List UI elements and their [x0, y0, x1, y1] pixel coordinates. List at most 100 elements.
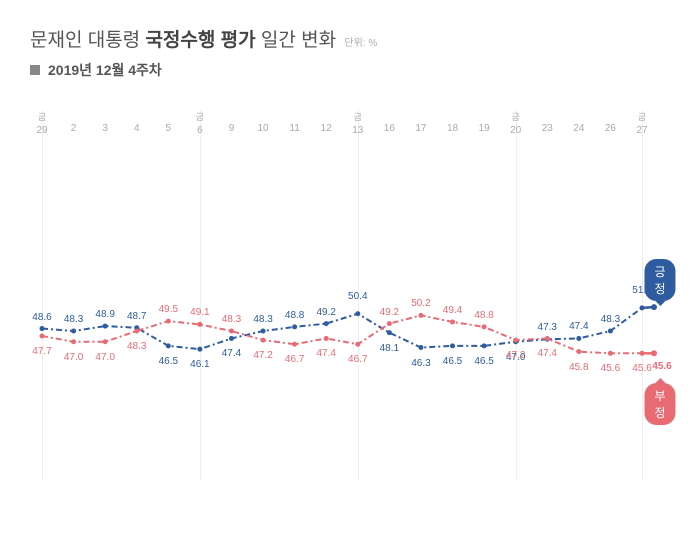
x-tick-weekday	[447, 110, 458, 121]
title-bold: 국정수행 평가	[145, 30, 255, 51]
x-tick-label: 3	[102, 110, 108, 134]
data-point	[387, 330, 392, 335]
data-point	[166, 343, 171, 348]
data-label: 48.6	[32, 312, 51, 323]
x-tick-weekday	[71, 110, 77, 121]
data-label: 48.3	[127, 341, 146, 352]
x-tick-label: 24	[573, 110, 584, 134]
data-point	[197, 347, 202, 352]
x-tick-weekday: 금	[352, 110, 363, 123]
data-point	[229, 336, 234, 341]
x-tick-day: 11	[289, 123, 299, 134]
x-tick-weekday	[384, 110, 395, 121]
data-point-last	[651, 350, 657, 356]
data-label: 48.3	[601, 314, 620, 325]
data-point	[576, 336, 581, 341]
data-point	[513, 338, 518, 343]
data-point	[261, 329, 266, 334]
data-label: 48.8	[474, 310, 493, 321]
data-point	[418, 345, 423, 350]
data-label-last: 45.6	[652, 361, 671, 372]
subtitle-text: 2019년 12월 4주차	[48, 60, 162, 80]
x-tick-weekday	[605, 110, 616, 121]
x-tick-label: 금 29	[36, 110, 47, 136]
subtitle-row: 2019년 12월 4주차	[30, 60, 670, 80]
data-label: 47.4	[538, 348, 557, 359]
x-tick-label: 16	[384, 110, 395, 134]
x-tick-label: 4	[134, 110, 140, 134]
x-tick-label: 11	[289, 110, 299, 134]
data-label: 48.3	[64, 314, 83, 325]
data-label: 47.4	[222, 348, 241, 359]
data-point	[40, 333, 45, 338]
x-tick-day: 16	[384, 123, 395, 134]
badge-tail	[655, 378, 665, 383]
x-tick-day: 18	[447, 123, 458, 134]
x-tick-day: 10	[257, 123, 268, 134]
x-tick-label: 2	[71, 110, 77, 134]
x-tick-weekday: 금	[510, 110, 521, 123]
x-tick-label: 금 20	[510, 110, 521, 136]
data-label: 48.3	[253, 314, 272, 325]
data-point	[324, 336, 329, 341]
x-tick-weekday	[166, 110, 172, 121]
data-point	[608, 329, 613, 334]
x-tick-day: 17	[415, 123, 426, 134]
data-point	[482, 324, 487, 329]
x-tick-weekday	[479, 110, 490, 121]
x-tick-weekday	[229, 110, 235, 121]
x-tick-label: 금6	[196, 110, 204, 136]
data-label: 48.9	[95, 309, 114, 320]
x-tick-weekday	[321, 110, 332, 121]
data-label: 49.2	[380, 307, 399, 318]
x-tick-weekday	[542, 110, 553, 121]
data-point	[418, 313, 423, 318]
data-point	[355, 311, 360, 316]
x-tick-day: 20	[510, 125, 521, 136]
data-point	[292, 342, 297, 347]
x-tick-label: 12	[321, 110, 332, 134]
data-label: 49.2	[316, 307, 335, 318]
data-point	[608, 351, 613, 356]
data-point	[324, 321, 329, 326]
x-tick-day: 12	[321, 123, 332, 134]
x-tick-day: 9	[229, 123, 235, 134]
chart-area: 금292345금69101112금1316171819금20232426금27 …	[30, 110, 670, 500]
x-tick-day: 19	[479, 123, 490, 134]
x-tick-weekday: 금	[36, 110, 47, 123]
data-label: 50.2	[411, 298, 430, 309]
x-tick-day: 5	[166, 123, 172, 134]
data-label: 47.4	[569, 321, 588, 332]
data-label: 48.1	[380, 343, 399, 354]
data-point	[103, 324, 108, 329]
data-label: 45.6	[632, 363, 651, 374]
data-point	[134, 329, 139, 334]
data-label: 47.3	[538, 322, 557, 333]
x-tick-day: 29	[36, 125, 47, 136]
x-tick-label: 23	[542, 110, 553, 134]
x-tick-label: 19	[479, 110, 490, 134]
data-point	[197, 322, 202, 327]
x-tick-label: 10	[257, 110, 268, 134]
plot-area: 48.648.348.948.746.546.147.448.348.849.2…	[30, 152, 670, 482]
data-point	[545, 336, 550, 341]
x-tick-label: 9	[229, 110, 235, 134]
x-tick-day: 6	[196, 125, 204, 136]
data-label: 47.0	[64, 352, 83, 363]
data-point	[482, 343, 487, 348]
data-label: 48.7	[127, 311, 146, 322]
x-tick-weekday: 금	[636, 110, 647, 123]
x-tick-label: 금27	[636, 110, 647, 136]
chart-title: 문재인 대통령 국정수행 평가 일간 변화 단위: %	[30, 25, 670, 52]
data-point	[71, 329, 76, 334]
data-point	[387, 321, 392, 326]
data-label: 45.8	[569, 362, 588, 373]
data-point	[71, 339, 76, 344]
x-tick-day: 13	[352, 125, 363, 136]
data-point	[450, 343, 455, 348]
title-unit: 단위: %	[344, 38, 377, 49]
series-badge-부정: 부정	[644, 383, 675, 425]
data-point	[355, 342, 360, 347]
data-point	[166, 319, 171, 324]
x-tick-label: 5	[166, 110, 172, 134]
